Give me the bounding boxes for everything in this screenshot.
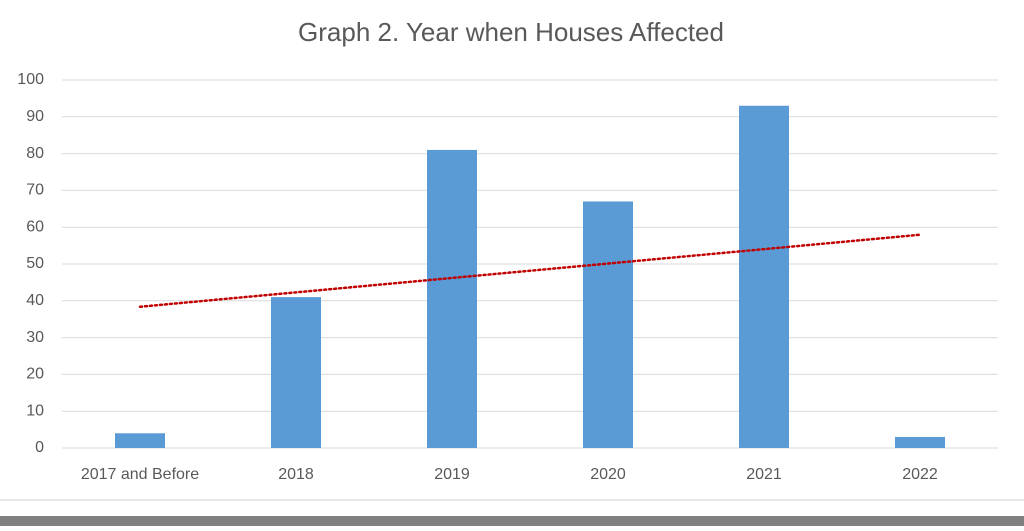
y-tick-label: 50 (26, 255, 44, 272)
x-tick-label: 2022 (902, 466, 938, 483)
y-tick-label: 0 (35, 439, 44, 456)
y-tick-label: 90 (26, 108, 44, 125)
x-tick-label: 2020 (590, 466, 626, 483)
y-tick-label: 80 (26, 145, 44, 162)
bar (583, 201, 633, 448)
x-tick-label: 2018 (278, 466, 314, 483)
y-tick-label: 70 (26, 182, 44, 199)
trendline (138, 233, 922, 309)
bar (115, 433, 165, 448)
x-tick-label: 2019 (434, 466, 470, 483)
y-tick-label: 10 (26, 402, 44, 419)
chart-title: Graph 2. Year when Houses Affected (298, 17, 724, 47)
y-tick-label: 40 (26, 292, 44, 309)
y-tick-label: 60 (26, 218, 44, 235)
bar (427, 149, 477, 449)
y-tick-label: 30 (26, 329, 44, 346)
bar (739, 105, 789, 448)
y-tick-label: 20 (26, 366, 44, 383)
x-tick-label: 2017 and Before (81, 466, 199, 483)
x-tick-label: 2021 (746, 466, 782, 483)
bar (271, 297, 321, 448)
bar (895, 436, 945, 448)
y-tick-label: 100 (17, 71, 44, 88)
frame-shadow (0, 516, 1024, 526)
